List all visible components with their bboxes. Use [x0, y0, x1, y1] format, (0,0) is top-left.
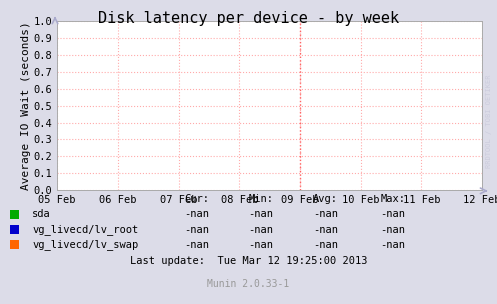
Text: Min:: Min:	[248, 194, 273, 204]
Text: -nan: -nan	[380, 225, 405, 234]
Text: -nan: -nan	[313, 209, 338, 219]
Text: -nan: -nan	[313, 225, 338, 234]
Text: vg_livecd/lv_swap: vg_livecd/lv_swap	[32, 239, 139, 250]
Text: vg_livecd/lv_root: vg_livecd/lv_root	[32, 224, 139, 235]
Text: -nan: -nan	[184, 209, 209, 219]
Y-axis label: Average IO Wait (seconds): Average IO Wait (seconds)	[21, 21, 31, 190]
Text: Last update:  Tue Mar 12 19:25:00 2013: Last update: Tue Mar 12 19:25:00 2013	[130, 257, 367, 266]
Text: -nan: -nan	[248, 240, 273, 250]
Text: -nan: -nan	[184, 225, 209, 234]
Text: -nan: -nan	[248, 225, 273, 234]
Text: -nan: -nan	[184, 240, 209, 250]
Text: RRDTOOL / TOBI OETIKER: RRDTOOL / TOBI OETIKER	[486, 75, 492, 168]
Text: sda: sda	[32, 209, 51, 219]
Text: Avg:: Avg:	[313, 194, 338, 204]
Text: Munin 2.0.33-1: Munin 2.0.33-1	[207, 279, 290, 289]
Text: -nan: -nan	[248, 209, 273, 219]
Text: -nan: -nan	[380, 209, 405, 219]
Text: -nan: -nan	[380, 240, 405, 250]
Text: Disk latency per device - by week: Disk latency per device - by week	[98, 11, 399, 26]
Text: Max:: Max:	[380, 194, 405, 204]
Text: Cur:: Cur:	[184, 194, 209, 204]
Text: -nan: -nan	[313, 240, 338, 250]
